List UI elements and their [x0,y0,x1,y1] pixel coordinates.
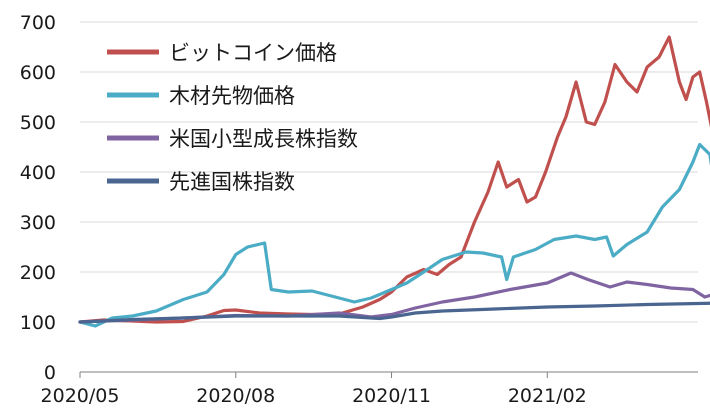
legend-label: 木材先物価格 [169,84,295,108]
grid-lines [80,21,698,323]
series-line-4 [78,301,710,324]
legend-label: 先進国株指数 [169,170,295,194]
series-line-3 [78,271,710,324]
series-lines [78,35,710,328]
y-tick-label: 0 [44,362,56,384]
y-tick-label: 300 [20,212,56,234]
series-line-2 [78,142,710,328]
x-tick-label: 2020/11 [352,385,431,407]
legend-label: 米国小型成長株指数 [169,127,358,151]
series-line-1 [78,35,710,324]
y-tick-label: 200 [20,262,56,284]
y-tick-label: 400 [20,162,56,184]
y-tick-label: 100 [20,312,56,334]
axes: 0 100 200 300 400 500 600 700 2020/05 2020/08 2020… [20,12,698,407]
legend-label: ビットコイン価格 [169,41,337,65]
x-tick-label: 2021/02 [508,385,587,407]
y-tick-label: 600 [20,62,56,84]
x-tick-label: 2020/08 [196,385,275,407]
y-tick-label: 500 [20,112,56,134]
y-tick-label: 700 [20,12,56,34]
x-tick-label: 2020/05 [41,385,120,407]
